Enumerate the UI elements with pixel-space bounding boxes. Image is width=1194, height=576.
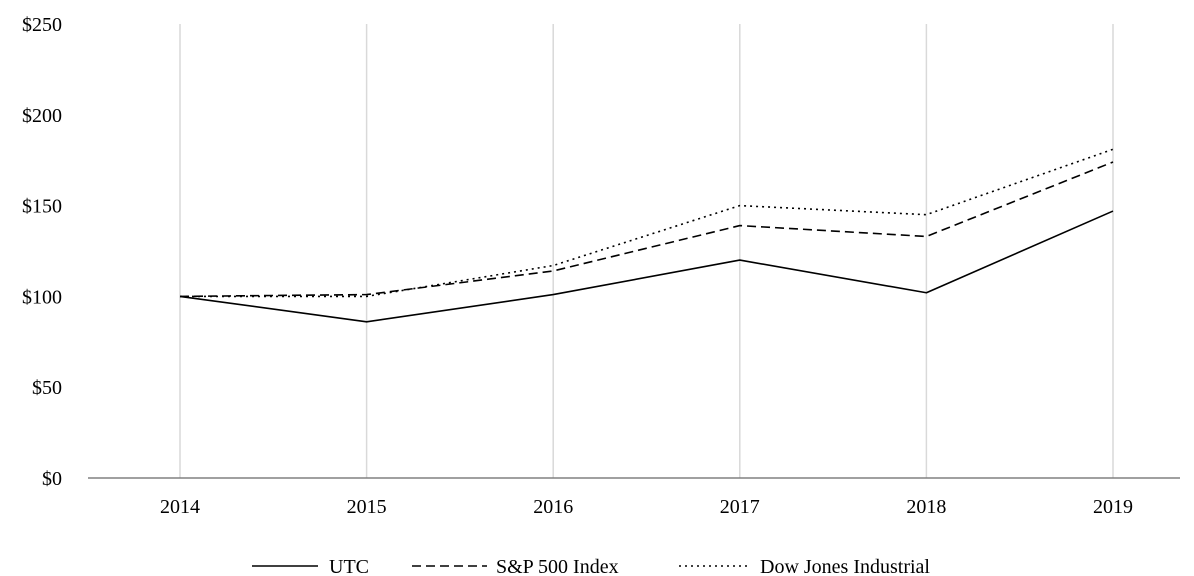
series-line-dow-jones-industrial — [180, 148, 1114, 298]
legend-label: S&P 500 Index — [496, 556, 619, 576]
x-tick-label: 2014 — [160, 496, 200, 518]
y-tick-label: $200 — [22, 105, 62, 127]
series-line-s-p-500-index — [179, 161, 1114, 298]
legend-label: UTC — [329, 556, 369, 576]
legend: UTC S&P 500 Index Dow Jones Industrial — [252, 556, 930, 576]
y-tick-label: $150 — [22, 196, 62, 218]
x-tick-label: 2016 — [533, 496, 573, 518]
x-tick-label: 2015 — [347, 496, 387, 518]
gridlines — [179, 24, 1114, 478]
y-tick-label: $50 — [32, 377, 62, 399]
legend-label: Dow Jones Industrial — [760, 556, 930, 576]
y-tick-label: $250 — [22, 14, 62, 36]
y-tick-label: $0 — [42, 468, 62, 490]
series-lines — [179, 148, 1114, 323]
y-tick-label: $100 — [22, 286, 62, 308]
y-axis-tick-labels: $0 $50 $100 $150 $200 $250 — [22, 14, 62, 490]
series-line-utc — [179, 210, 1114, 323]
x-tick-label: 2019 — [1093, 496, 1133, 518]
x-tick-label: 2017 — [720, 496, 760, 518]
x-axis-tick-labels: 2014 2015 2016 2017 2018 2019 — [160, 496, 1133, 518]
x-tick-label: 2018 — [906, 496, 946, 518]
